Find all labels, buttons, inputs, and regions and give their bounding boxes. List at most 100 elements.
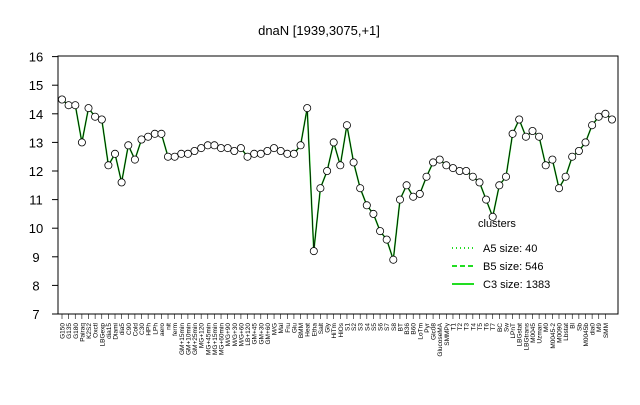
x-tick-label: G150: [60, 323, 67, 339]
x-tick-label: S8: [391, 323, 398, 331]
x-tick-label: Oxctl: [93, 322, 100, 337]
data-point: [236, 144, 245, 153]
x-tick-label: M/G+90: [225, 323, 232, 347]
data-point: [442, 161, 451, 170]
data-points: [58, 95, 617, 264]
y-tick-label: 11: [29, 193, 43, 208]
x-tick-label: T2: [457, 323, 464, 331]
x-tick-label: T5: [477, 323, 484, 331]
y-tick-label: 7: [32, 307, 39, 322]
x-tick-label: Gly: [325, 322, 332, 333]
data-point: [548, 155, 557, 164]
data-point: [84, 104, 93, 113]
x-tick-label: MG+45min: [205, 323, 212, 355]
data-point: [296, 141, 305, 150]
data-point: [316, 184, 325, 193]
data-point: [501, 172, 510, 181]
x-tick-label: GM+45: [252, 323, 259, 345]
x-tick-label: Uzman: [537, 323, 544, 344]
data-point: [91, 112, 100, 121]
data-point: [356, 184, 365, 193]
y-tick-label: 13: [29, 135, 43, 150]
data-point: [150, 129, 159, 138]
x-tick-label: Lbstat: [563, 323, 570, 341]
x-axis: G150 G135 G180 Pairaq K2S2 Oxctl LBGexp dia15 Di…: [60, 314, 610, 357]
data-point: [170, 152, 179, 161]
x-tick-label: C30: [139, 323, 146, 335]
x-tick-label: Salt: [318, 323, 325, 334]
legend-label-c3: C3 size: 1383: [483, 279, 550, 291]
x-tick-label: S5: [371, 323, 378, 331]
data-point: [415, 189, 424, 198]
data-point: [323, 166, 332, 175]
x-tick-label: M9: [596, 323, 603, 332]
data-point: [342, 121, 351, 130]
data-point: [468, 172, 477, 181]
data-point: [376, 227, 385, 236]
x-tick-label: Fru: [285, 323, 292, 333]
data-point: [230, 146, 239, 155]
x-tick-label: SMMPy: [444, 322, 451, 346]
y-tick-label: 10: [29, 221, 43, 236]
data-point: [488, 212, 497, 221]
x-tick-label: G180: [73, 323, 80, 339]
data-point: [163, 152, 172, 161]
data-point: [190, 146, 199, 155]
x-tick-label: K2S2: [86, 323, 93, 339]
x-tick-label: Sb: [576, 323, 583, 331]
series-line-profile: [61, 99, 613, 260]
x-tick-label: MG+60min: [219, 323, 226, 355]
x-tick-label: HiOs: [338, 322, 345, 337]
data-point: [177, 149, 186, 158]
x-tick-label: Glu: [291, 323, 298, 334]
x-tick-label: Pyr: [424, 322, 431, 333]
legend: clusters A5 size: 40 B5 size: 546 C3 siz…: [452, 218, 550, 291]
x-tick-label: HPh: [146, 323, 153, 336]
x-tick-label: GlucoseMA: [437, 322, 444, 356]
data-point: [329, 138, 338, 147]
legend-label-a5: A5 size: 40: [483, 243, 537, 255]
x-tick-label: M/G+60: [238, 323, 245, 347]
x-tick-label: M0090: [556, 323, 563, 343]
x-tick-label: C90: [126, 323, 133, 335]
data-point: [77, 138, 86, 147]
data-point: [455, 166, 464, 175]
y-axis: 7 8 9 10 11 12 13 14 15 16: [29, 50, 58, 322]
data-point: [422, 172, 431, 181]
data-point: [97, 115, 106, 124]
y-tick-label: 15: [29, 78, 43, 93]
x-tick-label: Cold: [132, 323, 139, 337]
x-tick-label: SMM: [603, 323, 610, 338]
x-tick-label: LBGstat: [517, 323, 524, 347]
data-point: [289, 149, 298, 158]
data-point: [250, 149, 259, 158]
data-point: [256, 149, 265, 158]
data-point: [157, 129, 166, 138]
data-point: [203, 141, 212, 150]
data-point: [144, 132, 153, 141]
x-tick-label: dia15: [106, 323, 113, 339]
data-point: [521, 132, 530, 141]
data-point: [216, 144, 225, 153]
x-tick-label: M0045b: [583, 323, 590, 347]
data-point: [362, 201, 371, 210]
x-tick-label: S7: [384, 323, 391, 331]
x-tick-label: HiTm: [331, 323, 338, 339]
data-point: [409, 192, 418, 201]
data-point: [183, 149, 192, 158]
x-tick-label: S2: [351, 323, 358, 331]
x-tick-label: S1: [344, 323, 351, 331]
data-point: [561, 172, 570, 181]
data-point: [435, 155, 444, 164]
x-tick-label: S4: [364, 323, 371, 331]
x-tick-label: Pairaq: [79, 323, 86, 342]
x-tick-label: M/G+30: [232, 323, 239, 347]
data-point: [395, 195, 404, 204]
x-tick-label: BC: [497, 323, 504, 332]
data-point: [349, 158, 358, 167]
x-tick-label: LPnT: [510, 323, 517, 339]
data-point: [243, 152, 252, 161]
x-tick-label: S3: [358, 323, 365, 331]
x-tick-label: S6: [378, 323, 385, 331]
